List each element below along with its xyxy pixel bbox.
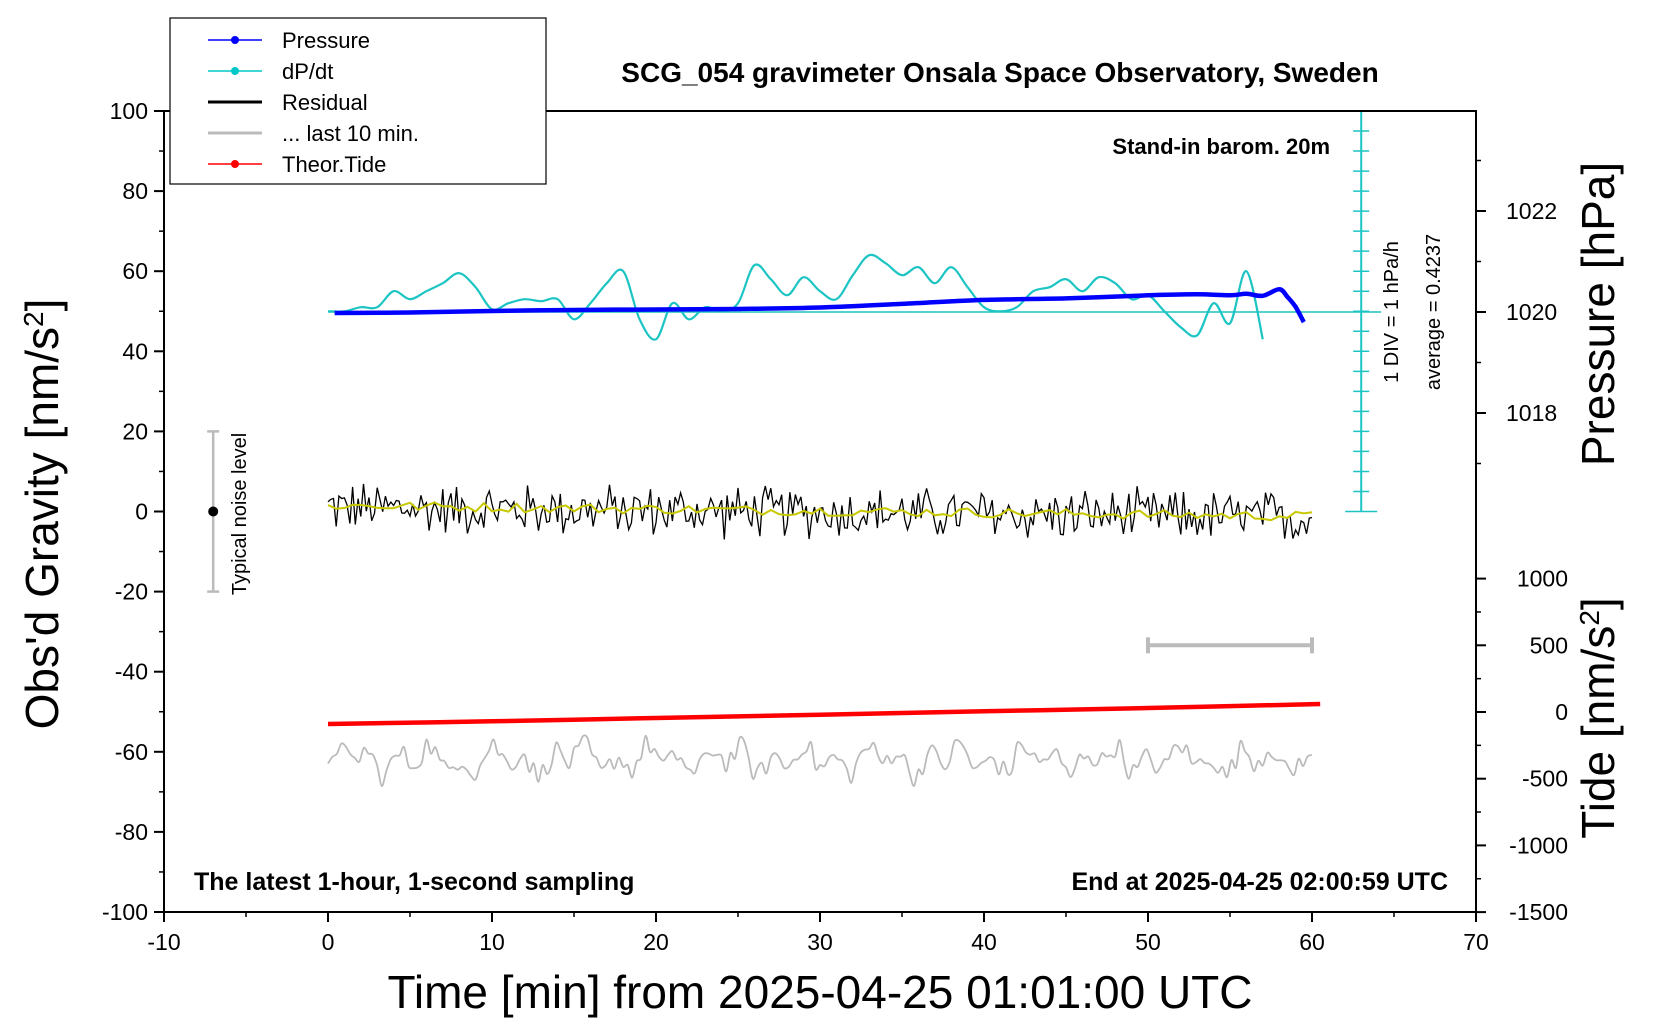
x-tick-label: 40 <box>971 929 997 955</box>
series-pressure-line <box>334 287 1306 324</box>
sampling-note: The latest 1-hour, 1-second sampling <box>194 868 634 896</box>
y-left-tick-label: 20 <box>122 418 148 444</box>
y-left-tick-label: 80 <box>122 178 148 204</box>
y-left-tick-label: -100 <box>102 899 148 925</box>
y-tide-tick-label: 0 <box>1555 699 1568 725</box>
legend-label: Residual <box>282 90 368 115</box>
x-tick-label: 10 <box>479 929 505 955</box>
y-left-tick-label: -80 <box>115 819 148 845</box>
y-left-tick-label: -60 <box>115 739 148 765</box>
chart-title: SCG_054 gravimeter Onsala Space Observat… <box>621 57 1378 88</box>
legend-marker <box>231 160 239 168</box>
y-pressure-tick-label: 1018 <box>1506 400 1557 426</box>
legend-marker <box>231 36 239 44</box>
y-pressure-tick-label: 1020 <box>1506 299 1557 325</box>
y-left-tick-label: -40 <box>115 659 148 685</box>
legend-label: ... last 10 min. <box>282 121 419 146</box>
dpdt-division-note: 1 DIV = 1 hPa/h <box>1381 241 1403 383</box>
x-tick-label: 0 <box>322 929 335 955</box>
y-tide-tick-label: 1000 <box>1517 566 1568 592</box>
x-tick-label: -10 <box>147 929 180 955</box>
y-axis-pressure-label: Pressure [hPa] <box>1572 162 1624 466</box>
y-tide-tick-label: -1000 <box>1509 832 1568 858</box>
y-tide-tick-label: 500 <box>1530 632 1568 658</box>
noise-level-label: Typical noise level <box>229 433 251 595</box>
y-left-tick-label: 0 <box>135 499 148 525</box>
legend-label: Theor.Tide <box>282 152 386 177</box>
y-tide-tick-label: -500 <box>1522 766 1568 792</box>
x-tick-label: 50 <box>1135 929 1161 955</box>
y-axis-tide-label: Tide [nm/s2] <box>1572 597 1624 838</box>
noise-level-dot <box>208 506 219 517</box>
stand-in-barometer-note: Stand-in barom. 20m <box>1112 134 1330 159</box>
legend-label: dP/dt <box>282 59 333 84</box>
pressure-average-note: average = 0.4237 <box>1423 234 1445 390</box>
x-tick-label: 30 <box>807 929 833 955</box>
y-left-tick-label: 40 <box>122 338 148 364</box>
y-axis-left-label: Obs'd Gravity [nm/s2] <box>16 299 68 730</box>
x-tick-label: 60 <box>1299 929 1325 955</box>
series-dpdt-line <box>327 253 1264 341</box>
legend-marker <box>231 67 239 75</box>
y-left-tick-label: -20 <box>115 579 148 605</box>
x-tick-label: 20 <box>643 929 669 955</box>
end-time-note: End at 2025-04-25 02:00:59 UTC <box>1071 868 1448 896</box>
y-left-tick-label: 60 <box>122 258 148 284</box>
series-residual-smoothed-line <box>327 501 1313 522</box>
legend-label: Pressure <box>282 28 370 53</box>
x-axis-label: Time [min] from 2025-04-25 01:01:00 UTC <box>388 966 1253 1018</box>
y-left-tick-label: 100 <box>110 98 148 124</box>
y-tide-tick-label: -1500 <box>1509 899 1568 925</box>
series-tide-line <box>327 701 1321 727</box>
series-last10-line <box>327 734 1313 787</box>
x-tick-label: 70 <box>1463 929 1489 955</box>
y-pressure-tick-label: 1022 <box>1506 198 1557 224</box>
